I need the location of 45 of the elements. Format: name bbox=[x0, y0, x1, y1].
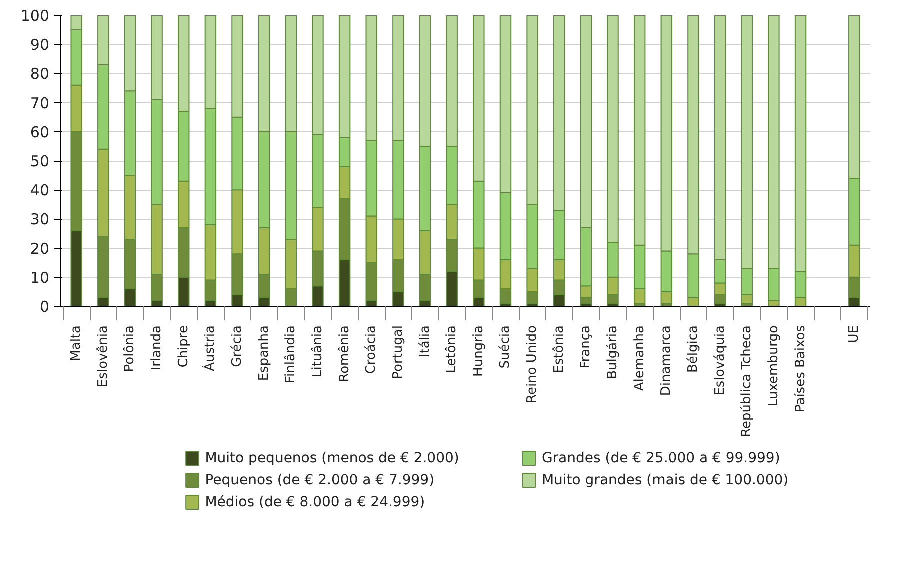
x-tick-label: França bbox=[578, 325, 594, 369]
x-tick-label: UE bbox=[846, 325, 862, 344]
legend-label: Pequenos (de € 2.000 a € 7.999) bbox=[205, 472, 435, 488]
y-tick-label: 10 bbox=[30, 268, 50, 287]
y-tick-label: 50 bbox=[30, 152, 50, 170]
y-tick-label: 30 bbox=[30, 210, 50, 229]
x-tick-label: Espanha bbox=[256, 325, 272, 382]
x-tick-label: Grécia bbox=[230, 325, 246, 368]
legend-label: Muito pequenos (menos de € 2.000) bbox=[205, 450, 460, 466]
x-tick-label: Suécia bbox=[498, 325, 514, 369]
x-tick-label: Dinamarca bbox=[659, 325, 674, 396]
x-tick-label: Finlândia bbox=[284, 326, 299, 384]
x-tick-label: Países Baixos bbox=[793, 325, 808, 413]
y-tick-label: 20 bbox=[30, 240, 50, 258]
x-tick-label: Lituânia bbox=[310, 325, 326, 378]
x-tick-label: Eslováquia bbox=[712, 326, 728, 396]
legend-label: Médios (de € 8.000 a € 24.999) bbox=[205, 494, 426, 510]
x-tick-label: Estônia bbox=[552, 325, 567, 374]
x-tick-label: Polônia bbox=[122, 325, 138, 372]
x-tick-label: Hungria bbox=[471, 325, 486, 377]
x-tick-label: Eslovênia bbox=[96, 326, 111, 388]
y-tick-label: 70 bbox=[30, 94, 50, 112]
y-tick-label: 60 bbox=[30, 123, 50, 142]
x-tick-label: Itália bbox=[418, 325, 433, 358]
x-tick-label: Bulgária bbox=[606, 325, 621, 380]
y-tick-label: 100 bbox=[20, 7, 50, 25]
x-tick-label: República Tcheca bbox=[740, 326, 755, 438]
y-tick-label: 40 bbox=[30, 182, 50, 200]
y-tick-label: 0 bbox=[40, 298, 50, 316]
x-tick-label: Malta bbox=[69, 326, 84, 362]
x-tick-label: Letônia bbox=[444, 325, 460, 374]
y-tick-label: 90 bbox=[30, 36, 50, 54]
x-tick-label: Irlanda bbox=[150, 325, 165, 371]
x-tick-label: Portugal bbox=[390, 325, 406, 380]
x-tick-label: Romênia bbox=[337, 325, 352, 382]
x-tick-label: Luxemburgo bbox=[766, 325, 782, 407]
x-tick-label: Bélgica bbox=[686, 325, 701, 374]
legend-label: Grandes (de € 25.000 a € 99.999) bbox=[542, 450, 780, 466]
x-tick-label: Alemanha bbox=[632, 326, 648, 392]
x-tick-label: Áustria bbox=[201, 325, 218, 372]
y-tick-label: 80 bbox=[30, 65, 50, 84]
x-tick-label: Croácia bbox=[364, 325, 380, 374]
legend-label: Muito grandes (mais de € 100.000) bbox=[542, 472, 789, 488]
x-tick-label: Reino Unido bbox=[525, 325, 540, 404]
x-tick-label: Chipre bbox=[176, 325, 192, 368]
